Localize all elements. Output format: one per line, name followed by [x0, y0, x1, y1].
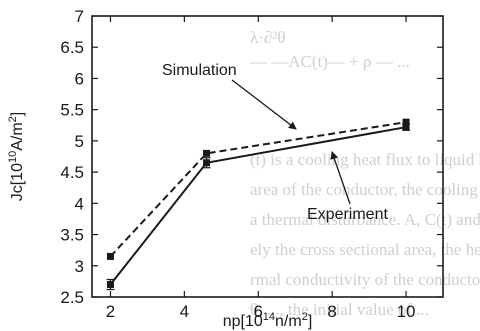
- experiment-point: [203, 159, 211, 167]
- axis-title-superscript: 2: [302, 311, 308, 323]
- experiment-arrow: [330, 151, 351, 205]
- plot-frame: [91, 15, 444, 298]
- y-tick-label: 4: [75, 194, 84, 213]
- x-tick-label: 10: [397, 302, 416, 321]
- axis-title-superscript: 2: [7, 116, 19, 122]
- x-tick-label: 4: [180, 302, 189, 321]
- simulation-point: [106, 252, 114, 260]
- x-tick-label: 6: [254, 302, 263, 321]
- y-tick-label: 4.5: [60, 163, 84, 182]
- experiment-annotation: Experiment: [307, 206, 388, 223]
- background-text-line: a thermal disturbance. A, C(t) and k: [250, 210, 480, 229]
- y-tick-label: 3.5: [60, 226, 84, 245]
- simulation-arrow: [231, 79, 297, 130]
- simulation-point: [203, 149, 211, 157]
- simulation-point: [402, 118, 410, 126]
- experiment-point: [106, 281, 114, 289]
- y-tick-label: 5: [75, 132, 84, 151]
- y-tick-label: 6: [75, 69, 84, 88]
- background-text-line: ely the cross sectional area, the heat c…: [250, 240, 480, 259]
- axis-title-part: n/m: [275, 313, 302, 330]
- simulation-line: [109, 121, 407, 258]
- y-tick-label: 5.5: [60, 101, 84, 120]
- background-text-line: λ·∂²θ: [250, 28, 286, 47]
- axis-title-superscript: 14: [263, 311, 275, 323]
- x-tick-label: 2: [106, 302, 115, 321]
- x-tick-label: 8: [327, 302, 336, 321]
- axis-title-superscript: 10: [7, 151, 19, 163]
- experiment-point: [402, 123, 410, 131]
- axis-title-part: A/m: [9, 122, 26, 150]
- y-tick-label: 7: [75, 7, 84, 26]
- background-text-line: θ, ..., the initial value of ...: [250, 300, 430, 319]
- background-text-line: rmal conductivity of the conductor. The: [250, 270, 480, 289]
- y-tick-label: 3: [75, 257, 84, 276]
- background-text-line: — —AC(t)— + ρ — ...: [250, 52, 410, 71]
- y-tick-label: 2.5: [60, 288, 84, 307]
- axis-title-part: Jc[10: [9, 163, 26, 201]
- x-axis-title: np[1014n/m2]: [223, 311, 313, 330]
- simulation-annotation: Simulation: [162, 62, 237, 79]
- axis-title-part: np[10: [223, 313, 263, 330]
- y-tick-label: 6.5: [60, 38, 84, 57]
- y-axis-title: Jc[1010A/m2]: [7, 112, 26, 202]
- background-text-line: area of the conductor, the cooling perim…: [250, 180, 480, 199]
- axis-title-part: ]: [308, 313, 312, 330]
- background-text-line: (t) is a cooling heat flux to liquid hel…: [250, 150, 480, 169]
- axis-title-part: ]: [9, 112, 26, 116]
